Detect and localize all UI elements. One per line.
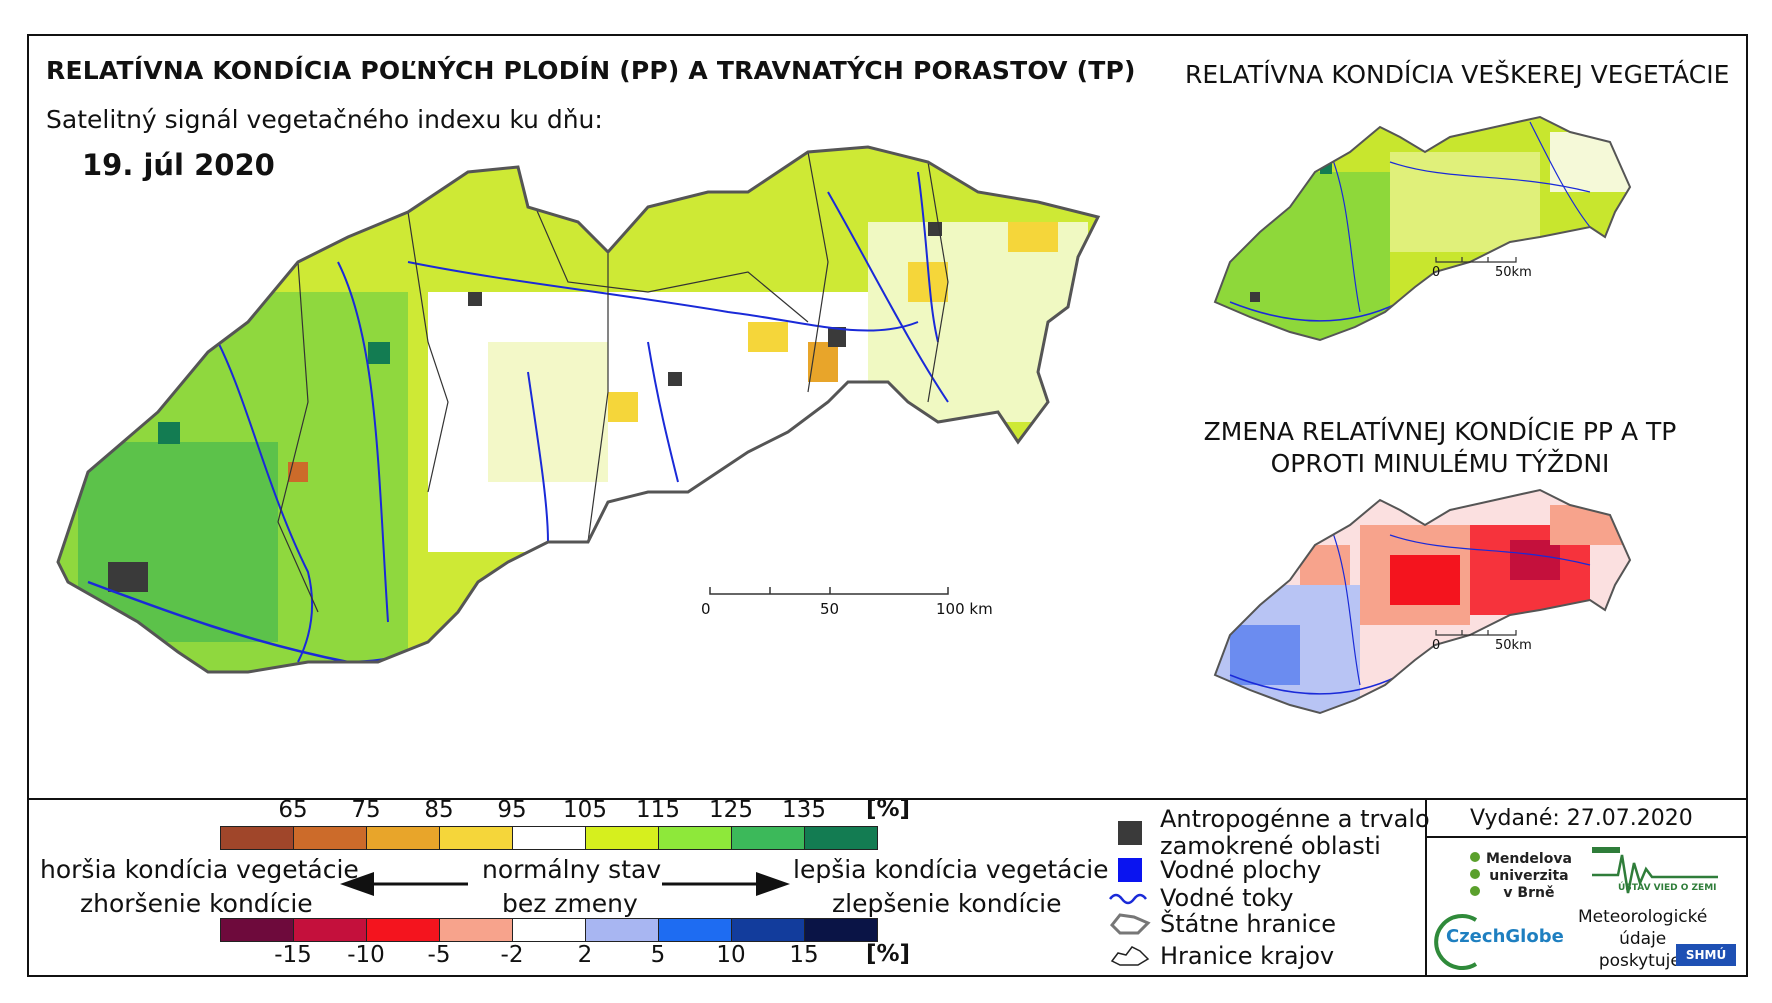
czechglobe-logo-text: CzechGlobe bbox=[1446, 926, 1564, 947]
subtitle: Satelitný signál vegetačného indexu ku d… bbox=[46, 105, 603, 134]
meteo-provider-text: Meteorologické údaje poskytuje: bbox=[1578, 906, 1707, 972]
mendel-logo-icon bbox=[1470, 852, 1480, 896]
change-unit: [%] bbox=[866, 941, 911, 967]
date-label: 19. júl 2020 bbox=[82, 148, 275, 182]
vegetation-title: RELATÍVNA KONDÍCIA VEŠKEREJ VEGETÁCIE bbox=[1185, 60, 1730, 89]
veg-scalebar-50: 50km bbox=[1495, 265, 1532, 280]
scale-swatch bbox=[658, 918, 732, 942]
map-frame bbox=[27, 34, 1748, 977]
scale-tick-label: 15 bbox=[789, 942, 819, 968]
normal-label: normálny stav bbox=[482, 855, 662, 884]
veg-scalebar-0: 0 bbox=[1432, 265, 1441, 280]
legend-state-borders: Štátne hranice bbox=[1108, 910, 1336, 938]
scale-tick-label: -15 bbox=[274, 942, 312, 968]
main-scalebar-100: 100 km bbox=[936, 600, 993, 618]
mendel-line2: univerzita bbox=[1489, 868, 1569, 884]
scale-swatch bbox=[220, 826, 294, 850]
condition-color-scale bbox=[220, 826, 878, 850]
state-border-icon bbox=[1109, 913, 1151, 935]
scale-swatch bbox=[293, 826, 367, 850]
mendel-logo-text: Mendelova univerzita v Brně bbox=[1486, 851, 1572, 902]
scale-tick-label: 5 bbox=[650, 942, 666, 968]
main-scalebar bbox=[709, 587, 949, 595]
main-title: RELATÍVNA KONDÍCIA POĽNÝCH PLODÍN (PP) A… bbox=[46, 56, 1136, 85]
scale-tick-label: 95 bbox=[497, 797, 527, 823]
main-map: 0 50 100 km bbox=[48, 142, 1188, 772]
issued-divider bbox=[1425, 836, 1748, 838]
scale-tick-label: 2 bbox=[577, 942, 593, 968]
legend-anthropogenic-label: Antropogénne a trvalo bbox=[1160, 805, 1430, 833]
change-title: ZMENA RELATÍVNEJ KONDÍCIE PP A TP OPROTI… bbox=[1160, 416, 1720, 480]
scale-swatch bbox=[220, 918, 294, 942]
scale-tick-label: 105 bbox=[563, 797, 607, 823]
issued-date: Vydané: 27.07.2020 bbox=[1470, 806, 1693, 831]
scale-swatch bbox=[366, 826, 440, 850]
uvoz-logo-icon bbox=[1592, 847, 1718, 894]
vegetation-map: 0 50km bbox=[1210, 112, 1730, 402]
scale-swatch bbox=[512, 918, 586, 942]
right-arrow-icon bbox=[662, 872, 790, 896]
scale-swatch bbox=[585, 826, 659, 850]
left-arrow-icon bbox=[340, 872, 468, 896]
scale-swatch bbox=[512, 826, 586, 850]
scale-swatch bbox=[658, 826, 732, 850]
scale-swatch bbox=[439, 826, 513, 850]
legend-rivers: Vodné toky bbox=[1108, 884, 1293, 912]
scale-swatch bbox=[731, 826, 805, 850]
condition-unit: [%] bbox=[866, 796, 911, 822]
dark-square-icon bbox=[1118, 821, 1142, 845]
scale-swatch bbox=[293, 918, 367, 942]
change-color-scale bbox=[220, 918, 878, 942]
scale-tick-label: 65 bbox=[278, 797, 308, 823]
legend-state-borders-label: Štátne hranice bbox=[1160, 910, 1336, 938]
region-border-icon bbox=[1110, 946, 1150, 966]
scale-swatch bbox=[804, 918, 878, 942]
chg-scalebar-50: 50km bbox=[1495, 638, 1532, 653]
scale-tick-label: -10 bbox=[347, 942, 385, 968]
uvoz-logo-text: ÚSTAV VIED O ZEMI bbox=[1618, 883, 1717, 893]
scale-tick-label: -2 bbox=[500, 942, 524, 968]
change-map: 0 50km bbox=[1210, 485, 1730, 775]
change-title-line2: OPROTI MINULÉMU TÝŽDNI bbox=[1270, 449, 1610, 478]
scale-swatch bbox=[366, 918, 440, 942]
legend-anthropogenic: Antropogénne a trvalo zamokrené oblasti bbox=[1118, 806, 1430, 860]
scale-tick-label: 115 bbox=[636, 797, 680, 823]
legend-divider bbox=[1425, 798, 1427, 977]
change-title-line1: ZMENA RELATÍVNEJ KONDÍCIE PP A TP bbox=[1203, 417, 1677, 446]
no-change-label: bez zmeny bbox=[502, 889, 638, 918]
scale-tick-label: 85 bbox=[424, 797, 454, 823]
chg-scalebar-0: 0 bbox=[1432, 638, 1441, 653]
scale-swatch bbox=[439, 918, 513, 942]
main-scalebar-50: 50 bbox=[820, 600, 840, 618]
mendel-line3: v Brně bbox=[1503, 885, 1555, 901]
scale-tick-label: 125 bbox=[709, 797, 753, 823]
legend-region-borders-label: Hranice krajov bbox=[1160, 942, 1335, 970]
blue-square-icon bbox=[1118, 858, 1142, 882]
legend-anthropogenic-label2: zamokrené oblasti bbox=[1160, 832, 1381, 860]
meteo-line1: Meteorologické bbox=[1578, 907, 1708, 927]
legend-region-borders: Hranice krajov bbox=[1108, 942, 1334, 970]
meteo-line3: poskytuje: bbox=[1598, 951, 1687, 971]
scale-swatch bbox=[585, 918, 659, 942]
worse-condition-label: horšia kondícia vegetácie bbox=[40, 855, 359, 884]
czechglobe-logo-icon bbox=[1434, 914, 1478, 970]
scale-swatch bbox=[804, 826, 878, 850]
scale-tick-label: 10 bbox=[716, 942, 746, 968]
improved-label: zlepšenie kondície bbox=[832, 889, 1062, 918]
river-line-icon bbox=[1109, 893, 1147, 905]
mendel-line1: Mendelova bbox=[1486, 851, 1572, 867]
legend-water-bodies-label: Vodné plochy bbox=[1160, 856, 1322, 884]
legend-water-bodies: Vodné plochy bbox=[1118, 856, 1321, 884]
legend-rivers-label: Vodné toky bbox=[1160, 884, 1294, 912]
meteo-line2: údaje bbox=[1619, 929, 1667, 949]
better-condition-label: lepšia kondícia vegetácie bbox=[793, 855, 1109, 884]
scale-tick-label: 135 bbox=[782, 797, 826, 823]
scale-swatch bbox=[731, 918, 805, 942]
worsened-label: zhoršenie kondície bbox=[80, 889, 313, 918]
legend-panel bbox=[27, 798, 1748, 979]
scale-tick-label: -5 bbox=[427, 942, 451, 968]
scale-tick-label: 75 bbox=[351, 797, 381, 823]
shmu-logo: SHMÚ bbox=[1676, 944, 1736, 966]
main-scalebar-0: 0 bbox=[701, 600, 711, 618]
